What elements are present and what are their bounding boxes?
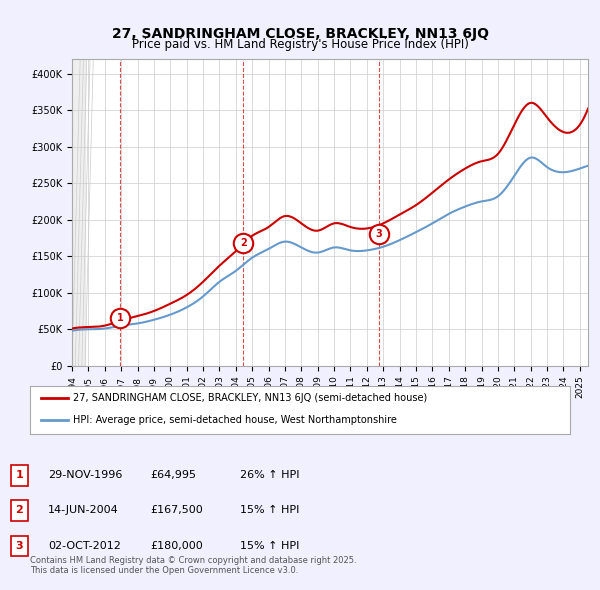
Text: 1: 1 [16, 470, 23, 480]
Text: Price paid vs. HM Land Registry's House Price Index (HPI): Price paid vs. HM Land Registry's House … [131, 38, 469, 51]
Text: Contains HM Land Registry data © Crown copyright and database right 2025.
This d: Contains HM Land Registry data © Crown c… [30, 556, 356, 575]
Text: 02-OCT-2012: 02-OCT-2012 [48, 541, 121, 550]
Text: 3: 3 [16, 541, 23, 550]
Text: £64,995: £64,995 [150, 470, 196, 480]
Text: 29-NOV-1996: 29-NOV-1996 [48, 470, 122, 480]
Text: 15% ↑ HPI: 15% ↑ HPI [240, 506, 299, 515]
Text: 26% ↑ HPI: 26% ↑ HPI [240, 470, 299, 480]
Text: 15% ↑ HPI: 15% ↑ HPI [240, 541, 299, 550]
Text: 2: 2 [16, 506, 23, 515]
Text: 1: 1 [116, 313, 123, 323]
Text: 27, SANDRINGHAM CLOSE, BRACKLEY, NN13 6JQ (semi-detached house): 27, SANDRINGHAM CLOSE, BRACKLEY, NN13 6J… [73, 394, 427, 403]
Text: HPI: Average price, semi-detached house, West Northamptonshire: HPI: Average price, semi-detached house,… [73, 415, 397, 425]
Text: 27, SANDRINGHAM CLOSE, BRACKLEY, NN13 6JQ: 27, SANDRINGHAM CLOSE, BRACKLEY, NN13 6J… [112, 27, 488, 41]
Text: 14-JUN-2004: 14-JUN-2004 [48, 506, 119, 515]
Text: 2: 2 [240, 238, 247, 248]
Text: £167,500: £167,500 [150, 506, 203, 515]
Text: 3: 3 [376, 230, 383, 240]
Text: £180,000: £180,000 [150, 541, 203, 550]
